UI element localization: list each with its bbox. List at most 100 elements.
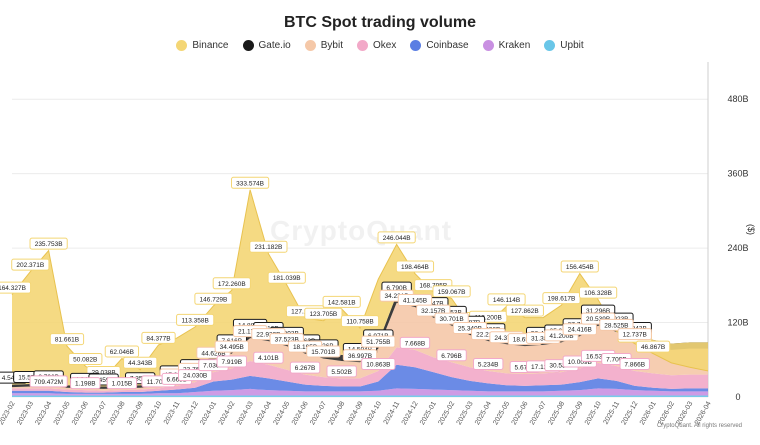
data-label-text: 7.709B: [606, 356, 627, 363]
data-label-binance: 235.753B: [29, 237, 68, 250]
data-label-box: [340, 315, 380, 328]
data-label-binance: 62.046B: [104, 345, 140, 358]
data-label-box: [141, 331, 176, 344]
data-label-box: [377, 231, 416, 244]
x-tick-label: 2023-10: [144, 400, 163, 426]
chart-legend: Binance Gate.io Bybit Okex Coinbase Kraken Upb…: [0, 40, 760, 51]
x-tick-label: 2023-08: [108, 400, 127, 426]
data-label-text: 1.015B: [112, 381, 133, 388]
data-label-box: [473, 357, 504, 370]
area-coinbase: [12, 364, 708, 394]
y-axis-label: ($): [746, 224, 756, 235]
data-label-box: [487, 293, 526, 306]
data-label-binance: 198.617B: [542, 292, 581, 305]
data-label-text: 44.343B: [128, 360, 152, 367]
data-label-box: [249, 240, 288, 253]
legend-item-bybit[interactable]: Bybit: [304, 40, 343, 51]
data-label-text: 30.701B: [439, 316, 463, 323]
legend-item-kraken[interactable]: Kraken: [482, 40, 530, 51]
x-tick-label: 2024-10: [364, 400, 383, 426]
data-label-binance: 164.327B: [0, 281, 32, 294]
data-label-binance: 181.039B: [267, 271, 306, 284]
data-label-binance: 146.114B: [487, 293, 526, 306]
data-label-text: 4.543B: [2, 375, 23, 382]
data-label-text: 22.929B: [256, 332, 280, 339]
data-label-text: 7.030B: [203, 363, 224, 370]
data-label-box: [178, 369, 213, 382]
data-label-box: [562, 323, 597, 336]
x-tick-label: 2024-03: [236, 400, 255, 426]
data-label-binance: 142.581B: [322, 295, 361, 308]
legend-swatch: [176, 40, 188, 51]
data-label-binance: 81.661B: [49, 333, 85, 346]
copyright-footer: CryptoQuant. All rights reserved: [656, 423, 742, 429]
legend-swatch: [242, 40, 254, 51]
legend-label: Gate.io: [258, 40, 291, 51]
data-label-text: 106.328B: [584, 290, 612, 297]
data-label-text: 5.502B: [331, 369, 352, 376]
data-label-box: [68, 352, 103, 365]
data-label-bybit: 41.145B: [397, 294, 433, 307]
data-label-box: [560, 260, 599, 273]
data-label-text: 164.327B: [0, 285, 26, 292]
data-label-text: 231.182B: [254, 244, 282, 251]
data-label-text: 24.416B: [568, 327, 592, 334]
x-tick-label: 2025-09: [566, 400, 585, 426]
data-label-box: [395, 260, 435, 273]
data-label-text: 123.705B: [309, 311, 337, 318]
data-label-box: [599, 318, 634, 331]
data-label-box: [70, 377, 101, 390]
data-label-box: [231, 176, 270, 189]
data-label-box: [106, 377, 138, 390]
data-label-text: 172.260B: [218, 281, 246, 288]
data-label-box: [617, 328, 652, 341]
data-label-text: 41.145B: [403, 298, 427, 305]
data-label-text: 25.340B: [458, 325, 482, 332]
data-label-okex: 6.267B: [289, 361, 321, 374]
data-label-okex: 6.796B: [436, 349, 467, 362]
data-label-box: [176, 313, 215, 326]
area-okex: [12, 347, 708, 393]
data-label-text: 6.790B: [386, 285, 407, 292]
legend-item-binance[interactable]: Binance: [176, 40, 229, 51]
data-label-text: 110.758B: [346, 319, 373, 326]
data-label-text: 159.067B: [438, 289, 466, 296]
legend-item-upbit[interactable]: Upbit: [544, 40, 584, 51]
data-label-text: 24.371B: [494, 335, 518, 342]
data-label-binance: 50.082B: [68, 352, 103, 365]
data-label-text: 34.495B: [220, 344, 244, 351]
x-tick-label: 2025-06: [511, 400, 530, 426]
data-label-text: 142.581B: [328, 299, 356, 306]
data-label-binance: 46.867B: [635, 340, 671, 353]
data-label-text: 235.753B: [35, 241, 63, 248]
y-tick-label: 0: [735, 392, 740, 402]
legend-item-coinbase[interactable]: Coinbase: [410, 40, 469, 51]
data-label-text: 44.626B: [201, 350, 225, 357]
data-label-text: 7.668B: [405, 340, 426, 347]
data-label-text: 62.046B: [110, 349, 134, 356]
data-label-text: 31.387B: [531, 335, 555, 342]
data-label-text: 24.030B: [183, 373, 207, 380]
data-label-box: [212, 277, 251, 290]
data-label-text: 146.114B: [493, 297, 520, 304]
y-tick-label: 120B: [727, 318, 748, 328]
y-tick-label: 240B: [727, 243, 748, 253]
data-label-box: [436, 349, 467, 362]
data-label-binance: 231.182B: [249, 240, 288, 253]
data-label-binance: 202.371B: [11, 258, 50, 271]
data-label-text: 37.523B: [275, 337, 299, 344]
x-tick-label: 2023-06: [71, 400, 90, 426]
legend-item-gate-io[interactable]: Gate.io: [242, 40, 291, 51]
x-tick-label: 2025-08: [547, 400, 566, 426]
data-label-binance: 84.377B: [141, 331, 176, 344]
data-label-box: [289, 361, 321, 374]
x-tick-label: 2023-04: [34, 400, 53, 426]
data-label-text: 146.729B: [200, 296, 228, 303]
data-label-box: [194, 292, 233, 305]
legend-item-okex[interactable]: Okex: [356, 40, 396, 51]
data-label-text: 10.009B: [568, 359, 592, 366]
data-label-text: 7.866B: [624, 361, 645, 368]
data-label-text: 22.214B: [476, 332, 500, 339]
data-label-text: 5.747B: [423, 301, 444, 308]
